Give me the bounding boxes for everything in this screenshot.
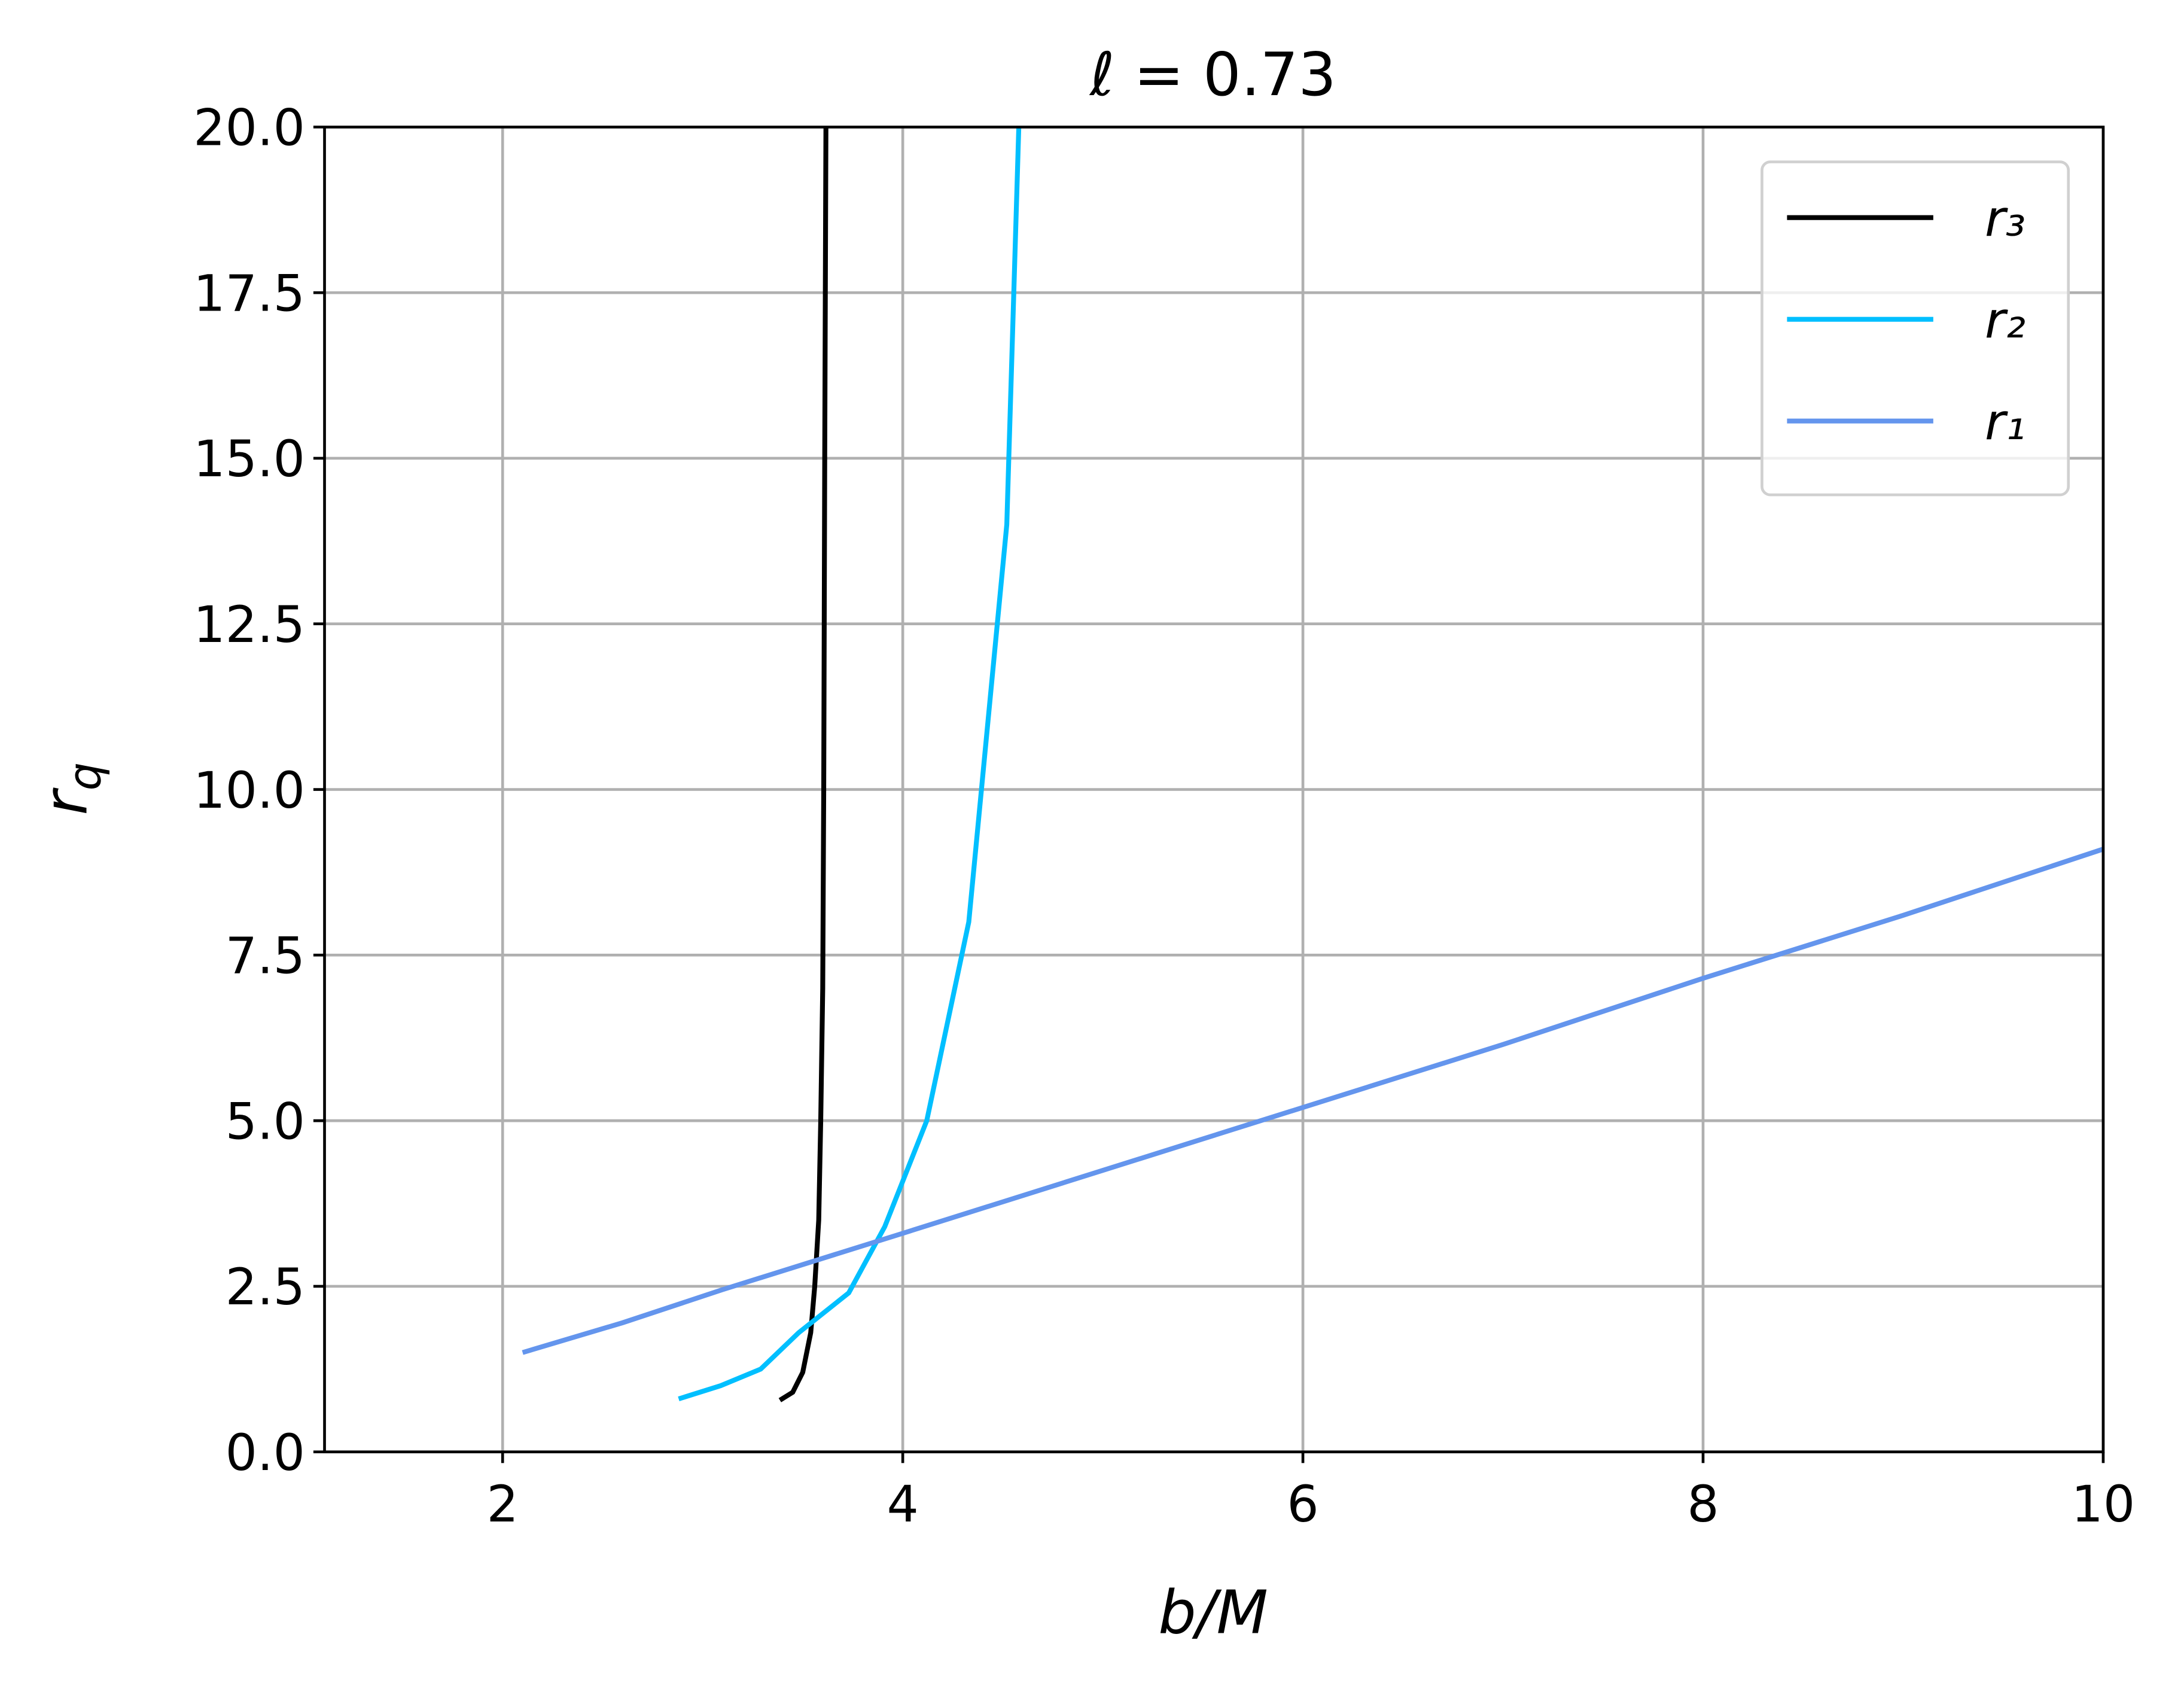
x-tick-label: 4: [887, 1475, 918, 1533]
y-tick-label: 0.0: [226, 1423, 305, 1482]
x-tick-label: 6: [1287, 1475, 1318, 1533]
x-tick-label: 2: [487, 1475, 519, 1533]
y-tick-label: 15.0: [193, 430, 305, 488]
legend-box: [1760, 160, 2070, 497]
line-series: [522, 847, 2103, 1355]
y-tick-label: 20.0: [193, 99, 305, 157]
y-tick-label: 17.5: [193, 264, 305, 322]
legend-label: r₁: [1985, 392, 2025, 451]
plot-frame: [323, 126, 2105, 1454]
legend-label: r₃: [1985, 189, 2025, 248]
y-tick-label: 12.5: [193, 595, 305, 654]
y-tick-label: 5.0: [226, 1092, 305, 1151]
legend-label: r₂: [1985, 291, 2025, 349]
y-tick-label: 7.5: [226, 927, 305, 985]
x-axis-label: b/M: [1158, 1577, 1268, 1647]
line-series: [678, 127, 1022, 1402]
chart-title: ℓ = 0.73: [1089, 39, 1336, 109]
x-tick-label: 10: [2072, 1475, 2136, 1533]
y-tick-label: 2.5: [226, 1258, 305, 1316]
y-tick-label: 10.0: [193, 761, 305, 820]
x-tick-label: 8: [1687, 1475, 1719, 1533]
line-series: [778, 127, 828, 1402]
y-axis-label: rq: [31, 762, 111, 815]
